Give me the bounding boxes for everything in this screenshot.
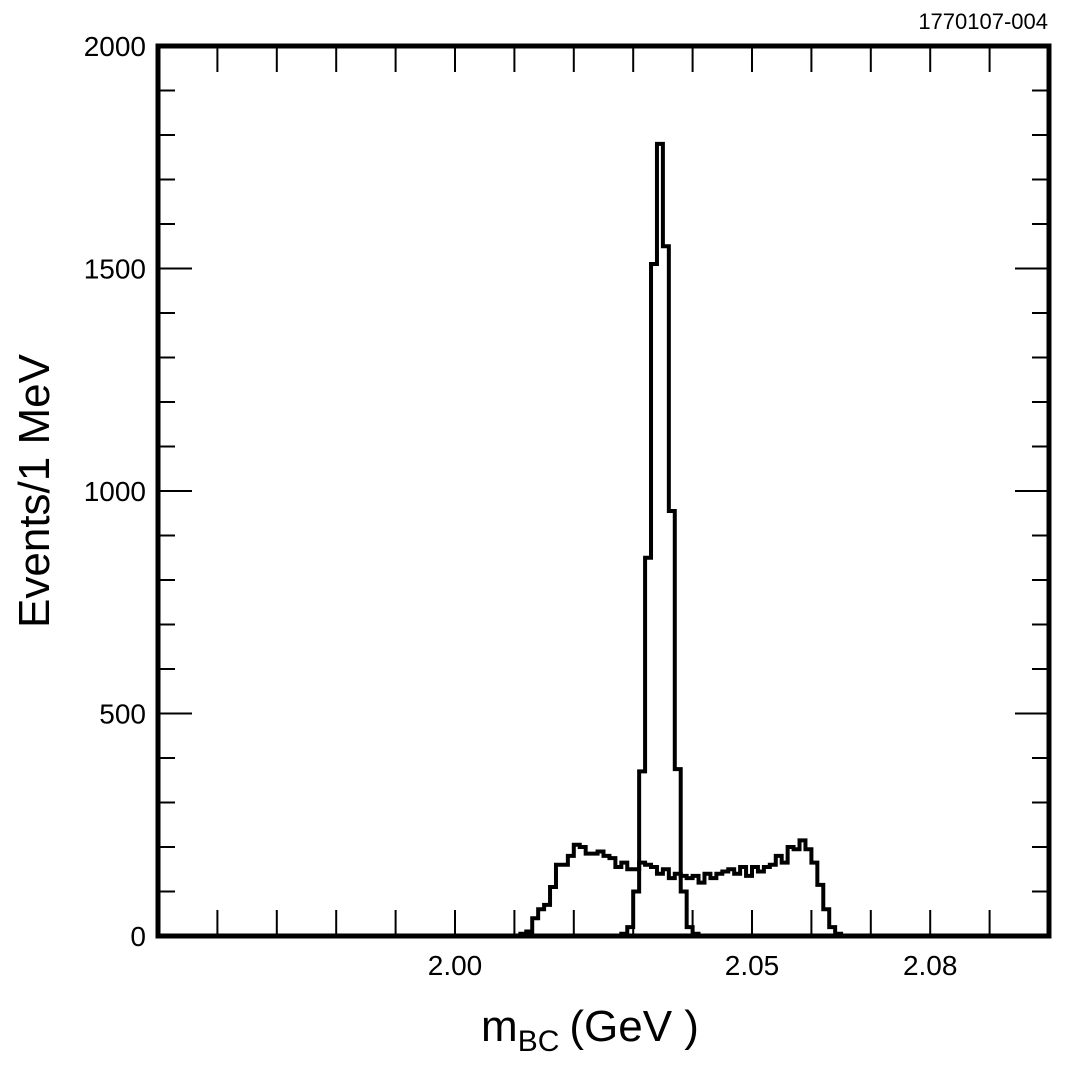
y-tick-label-0: 0: [130, 921, 146, 952]
y-tick-label-500: 500: [99, 699, 146, 730]
y-axis-label: Events/1 MeV: [10, 353, 59, 628]
x-tick-label-2.08: 2.08: [903, 950, 958, 981]
histogram-series: [518, 141, 844, 936]
y-tick-label-1500: 1500: [84, 254, 146, 285]
plot-frame: [155, 43, 1052, 939]
x-axis-label-unit: (GeV ): [569, 1002, 699, 1051]
y-axis-tick-labels: 0 500 1000 1500 2000: [84, 31, 146, 952]
x-tick-label-2.05: 2.05: [725, 950, 780, 981]
x-axis-tick-labels: 2.00 2.05 2.08: [428, 950, 958, 981]
y-tick-label-2000: 2000: [84, 31, 146, 62]
tick-marks: [158, 46, 1049, 936]
y-tick-label-1000: 1000: [84, 476, 146, 507]
x-axis-label: mBC (GeV ): [481, 1002, 699, 1058]
x-axis-label-main: m: [481, 1002, 518, 1051]
x-axis-label-subscript: BC: [518, 1025, 560, 1058]
histogram-series-1: [619, 141, 701, 936]
x-tick-label-2.00: 2.00: [428, 950, 483, 981]
histogram-series-2: [518, 838, 844, 936]
figure-id: 1770107-004: [918, 9, 1048, 34]
